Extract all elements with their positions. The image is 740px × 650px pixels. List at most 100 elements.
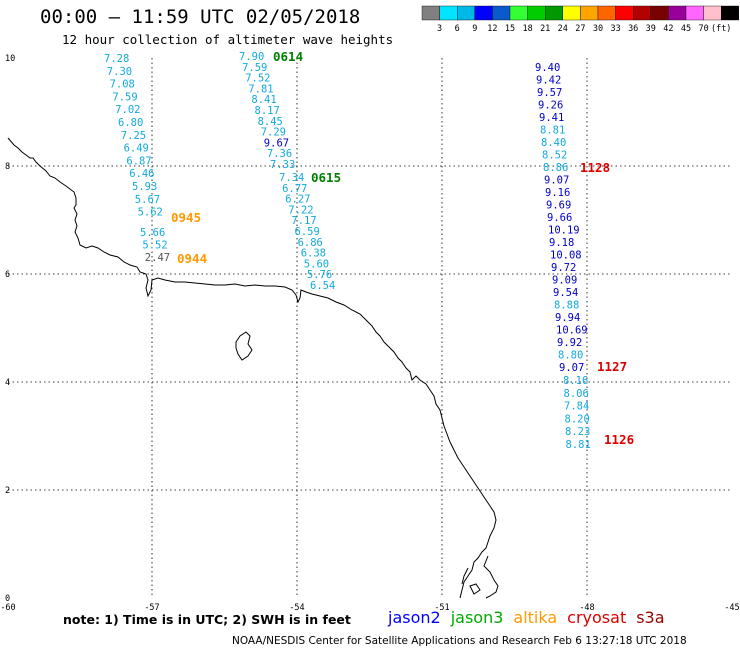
track-0615: 7.346.776.277.227.176.596.866.385.605.76…	[279, 170, 341, 292]
wave-height-value: 9.57	[537, 87, 562, 99]
colorbar-swatch	[439, 5, 458, 21]
wave-height-value: 7.84	[564, 401, 589, 413]
map-subtitle: 12 hour collection of altimeter wave hei…	[62, 32, 394, 47]
colorbar-label: 15	[505, 24, 515, 34]
track-time-label: 1126	[604, 432, 634, 447]
wave-height-value: 9.16	[545, 187, 570, 199]
wave-height-value: 8.88	[554, 300, 579, 312]
wave-height-value: 10.08	[550, 250, 582, 262]
wave-height-value: 9.09	[552, 275, 577, 287]
wave-height-value: 7.22	[288, 204, 313, 216]
altimeter-tracks: 7.907.597.527.818.418.178.457.299.677.36…	[104, 49, 634, 451]
colorbar-label: 6	[455, 24, 460, 34]
wave-height-value: 9.54	[553, 287, 578, 299]
wave-height-value: 9.67	[264, 137, 289, 149]
colorbar-label: 18	[522, 24, 532, 34]
wave-height-value: 10.69	[556, 325, 588, 337]
track-time-label: 1128	[580, 160, 610, 175]
colorbar-swatch	[509, 5, 528, 21]
wave-height-value: 8.52	[542, 150, 567, 162]
wave-height-value: 5.93	[132, 181, 157, 193]
wave-height-value: 7.90	[239, 51, 264, 63]
colorbar-swatch	[615, 5, 634, 21]
map-title: 00:00 – 11:59 UTC 02/05/2018	[40, 6, 361, 28]
wave-height-value: 6.46	[129, 168, 154, 180]
coastline	[7, 137, 499, 599]
satellite-legend-jason2: jason2	[388, 608, 441, 627]
colorbar-swatch	[421, 5, 440, 21]
wave-height-value: 7.29	[261, 127, 286, 139]
x-tick-label: -57	[144, 603, 159, 613]
wave-height-value: 5.60	[304, 258, 329, 270]
wave-height-value: 9.07	[544, 175, 569, 187]
colorbar-label: 9	[472, 24, 477, 34]
wave-height-value: 8.16	[563, 375, 588, 387]
colorbar-swatch	[685, 5, 704, 21]
wave-height-value: 2.47	[145, 252, 170, 264]
wave-height-value: 8.45	[258, 116, 283, 128]
wave-height-value: 9.69	[546, 200, 571, 212]
wave-height-value: 5.76	[307, 269, 332, 281]
wave-height-value: 8.06	[564, 388, 589, 400]
wave-height-value: 7.28	[104, 53, 129, 65]
x-tick-label: -60	[0, 603, 15, 613]
wave-height-value: 9.92	[557, 337, 582, 349]
wave-height-value: 7.59	[112, 91, 137, 103]
track-time-label: 0614	[273, 49, 303, 64]
wave-height-value: 9.72	[551, 262, 576, 274]
track-time-label: 0945	[171, 210, 201, 225]
colorbar-swatch	[545, 5, 564, 21]
map-grid	[8, 58, 732, 598]
y-axis-labels: 0 2 4 6 8 10	[5, 54, 15, 604]
satellite-legend-s3a: s3a	[636, 608, 665, 627]
satellite-legend: jason2 jason3 altika cryosat s3a	[388, 608, 675, 627]
wave-height-value: 6.87	[126, 155, 151, 167]
wave-height-value: 7.36	[267, 148, 292, 160]
wave-height-value: 5.62	[138, 207, 163, 219]
track-0945: 7.287.307.087.597.026.807.256.496.876.46…	[104, 53, 201, 225]
track-1126: 1126	[604, 432, 634, 447]
wave-height-value: 7.59	[242, 62, 267, 74]
colorbar-label: 42	[663, 24, 673, 34]
wave-height-value: 8.40	[541, 137, 566, 149]
colorbar-swatch	[492, 5, 511, 21]
y-tick-label: 6	[5, 270, 10, 280]
colorbar-label: 12	[487, 24, 497, 34]
note-text: note: 1) Time is in UTC; 2) SWH is in fe…	[63, 612, 351, 627]
wave-height-value: 9.66	[547, 212, 572, 224]
colorbar-swatch	[597, 5, 616, 21]
colorbar-swatch	[527, 5, 546, 21]
wave-height-value: 8.81	[566, 439, 591, 451]
y-tick-label: 2	[5, 486, 10, 496]
wave-height-value: 9.41	[539, 112, 564, 124]
wave-height-value: 5.66	[140, 227, 165, 239]
y-tick-label: 8	[5, 162, 10, 172]
wave-height-value: 7.81	[248, 83, 273, 95]
colorbar-label: 70	[698, 24, 708, 34]
wave-height-value: 7.33	[270, 159, 295, 171]
colorbar-swatch	[633, 5, 652, 21]
wave-height-value: 7.30	[107, 66, 132, 78]
wave-height-value: 7.17	[291, 215, 316, 227]
track-1127: 8.168.067.848.208.238.81 1127	[563, 359, 627, 451]
track-time-label: 0615	[311, 170, 341, 185]
colorbar-label: 33	[610, 24, 620, 34]
wave-height-value: 7.34	[279, 172, 304, 184]
colorbar-label: 21	[540, 24, 550, 34]
colorbar-swatch	[457, 5, 476, 21]
wave-height-value: 6.86	[298, 237, 323, 249]
wave-height-value: 6.59	[295, 226, 320, 238]
wave-height-value: 6.80	[118, 117, 143, 129]
track-0614: 7.907.597.527.818.418.178.457.299.677.36…	[239, 49, 303, 171]
wave-height-value: 9.94	[555, 312, 580, 324]
x-axis-labels: -60 -57 -54 -51 -48 -45	[0, 603, 739, 613]
x-tick-label: -51	[434, 603, 449, 613]
wave-height-value: 7.08	[110, 79, 135, 91]
wave-height-value: 6.49	[124, 143, 149, 155]
wave-height-value: 7.02	[115, 104, 140, 116]
colorbar-label: 3	[437, 24, 442, 34]
track-time-label: 0944	[177, 251, 207, 266]
y-tick-label: 0	[5, 594, 10, 604]
y-tick-label: 10	[5, 54, 15, 64]
x-tick-label: -54	[289, 603, 304, 613]
